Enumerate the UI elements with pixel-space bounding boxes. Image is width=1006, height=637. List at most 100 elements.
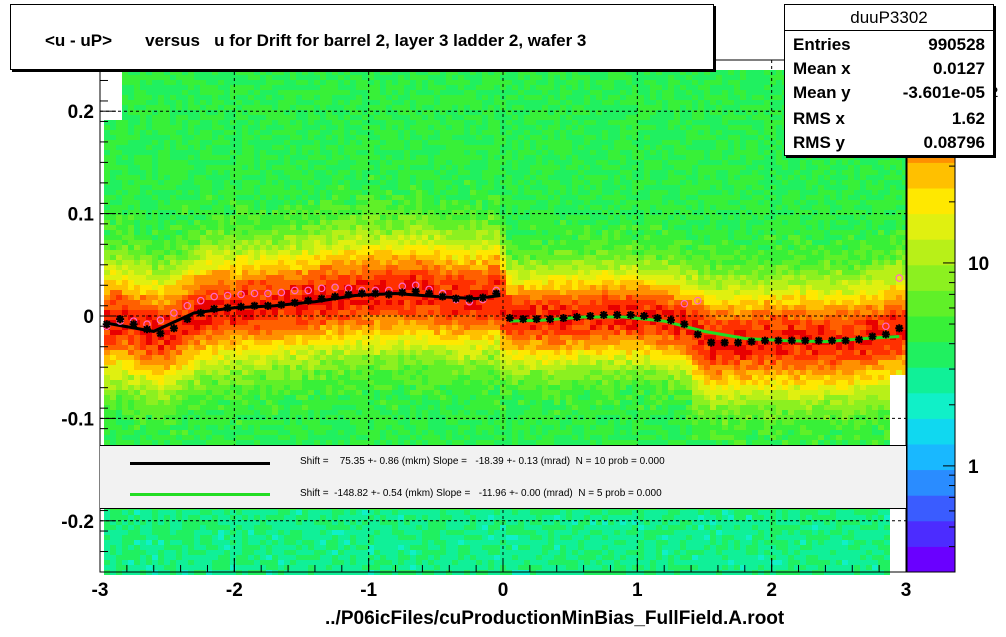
heatmap-cell [158, 350, 164, 355]
heatmap-cell [104, 525, 110, 530]
heatmap-cell [176, 565, 182, 570]
heatmap-cell [104, 560, 110, 565]
heatmap-cell [236, 405, 242, 410]
heatmap-cell [170, 80, 176, 85]
heatmap-cell [200, 290, 206, 295]
heatmap-cell [230, 535, 236, 540]
heatmap-cell [344, 510, 350, 515]
heatmap-cell [230, 130, 236, 135]
heatmap-cell [194, 100, 200, 105]
heatmap-cell [350, 525, 356, 530]
heatmap-cell [290, 245, 296, 250]
heatmap-cell [302, 245, 308, 250]
heatmap-cell [320, 90, 326, 95]
heatmap-cell [314, 270, 320, 275]
heatmap-cell [314, 360, 320, 365]
heatmap-cell [356, 215, 362, 220]
heatmap-cell [224, 200, 230, 205]
heatmap-cell [176, 360, 182, 365]
heatmap-cell [332, 80, 338, 85]
heatmap-cell [176, 320, 182, 325]
heatmap-cell [188, 180, 194, 185]
heatmap-cell [356, 555, 362, 560]
heatmap-cell [314, 200, 320, 205]
heatmap-cell [212, 275, 218, 280]
heatmap-cell [194, 340, 200, 345]
heatmap-cell [350, 145, 356, 150]
heatmap-cell [170, 285, 176, 290]
heatmap-cell [182, 345, 188, 350]
heatmap-cell [188, 280, 194, 285]
heatmap-cell [326, 525, 332, 530]
heatmap-cell [164, 425, 170, 430]
heatmap-cell [110, 420, 116, 425]
heatmap-cell [290, 415, 296, 420]
heatmap-cell [260, 230, 266, 235]
heatmap-cell [188, 400, 194, 405]
heatmap-cell [260, 115, 266, 120]
heatmap-cell [284, 300, 290, 305]
heatmap-cell [182, 170, 188, 175]
heatmap-cell [320, 165, 326, 170]
heatmap-cell [302, 80, 308, 85]
heatmap-cell [374, 85, 380, 90]
heatmap-cell [140, 340, 146, 345]
heatmap-cell [170, 225, 176, 230]
heatmap-cell [116, 545, 122, 550]
heatmap-cell [380, 190, 386, 195]
heatmap-cell [278, 285, 284, 290]
heatmap-cell [230, 340, 236, 345]
heatmap-cell [350, 210, 356, 215]
heatmap-cell [164, 355, 170, 360]
heatmap-cell [248, 545, 254, 550]
heatmap-cell [152, 270, 158, 275]
heatmap-cell [266, 100, 272, 105]
heatmap-cell [386, 110, 392, 115]
heatmap-cell [194, 205, 200, 210]
heatmap-cell [278, 245, 284, 250]
heatmap-cell [260, 395, 266, 400]
heatmap-cell [200, 160, 206, 165]
heatmap-cell [236, 435, 242, 440]
heatmap-cell [164, 165, 170, 170]
heatmap-cell [266, 95, 272, 100]
heatmap-cell [284, 110, 290, 115]
heatmap-cell [206, 560, 212, 565]
heatmap-cell [110, 120, 116, 125]
heatmap-cell [260, 560, 266, 565]
heatmap-cell [272, 120, 278, 125]
heatmap-cell [380, 255, 386, 260]
heatmap-cell [230, 260, 236, 265]
heatmap-cell [266, 545, 272, 550]
heatmap-cell [176, 230, 182, 235]
heatmap-cell [242, 150, 248, 155]
heatmap-cell [266, 440, 272, 445]
heatmap-cell [206, 115, 212, 120]
heatmap-cell [230, 195, 236, 200]
heatmap-cell [188, 195, 194, 200]
heatmap-cell [314, 385, 320, 390]
heatmap-cell [356, 115, 362, 120]
heatmap-cell [266, 170, 272, 175]
heatmap-cell [398, 210, 404, 215]
heatmap-cell [182, 390, 188, 395]
heatmap-cell [242, 360, 248, 365]
heatmap-cell [284, 195, 290, 200]
heatmap-cell [182, 300, 188, 305]
heatmap-cell [260, 100, 266, 105]
heatmap-cell [248, 215, 254, 220]
heatmap-cell [260, 270, 266, 275]
heatmap-cell [140, 360, 146, 365]
heatmap-cell [302, 525, 308, 530]
heatmap-cell [380, 125, 386, 130]
heatmap-cell [242, 530, 248, 535]
heatmap-cell [146, 305, 152, 310]
heatmap-cell [134, 180, 140, 185]
heatmap-cell [236, 515, 242, 520]
heatmap-cell [332, 155, 338, 160]
heatmap-cell [164, 545, 170, 550]
heatmap-cell [218, 250, 224, 255]
heatmap-cell [230, 295, 236, 300]
heatmap-cell [308, 340, 314, 345]
heatmap-cell [260, 285, 266, 290]
